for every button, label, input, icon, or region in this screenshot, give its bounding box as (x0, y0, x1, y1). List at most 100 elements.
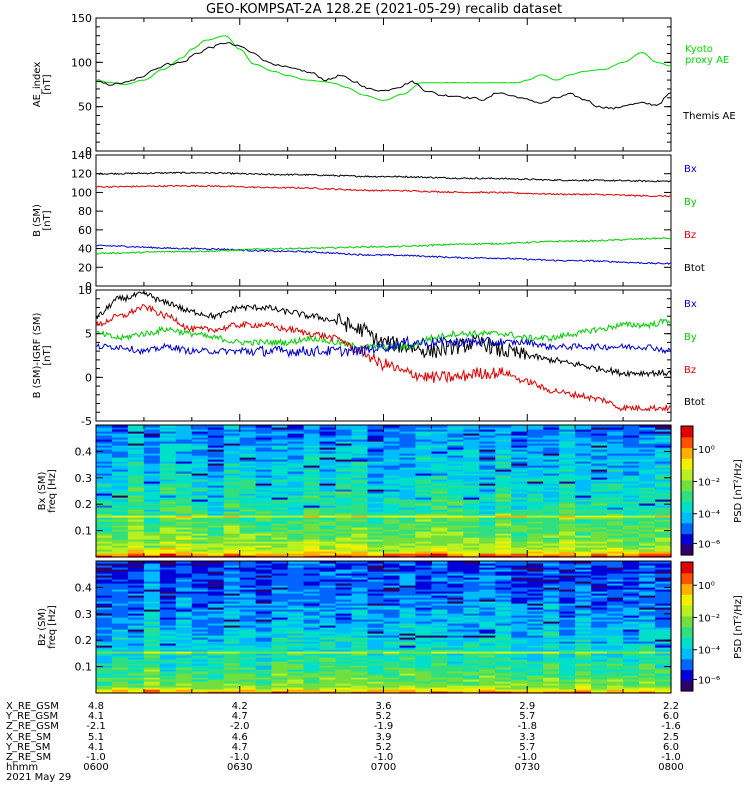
ae-panel-series-1 (95, 42, 672, 110)
bx-spectrogram-cell (575, 465, 592, 468)
bx-spectrogram-cell (511, 491, 528, 494)
bz-spectrogram-cell (143, 623, 161, 626)
bz-spectrogram-cell (495, 673, 512, 676)
bz-spectrogram-cell (255, 631, 273, 634)
bx-spectrogram-cell (255, 447, 273, 450)
bz-spectrogram-cell (623, 649, 640, 652)
bx-spectrogram-cell (559, 545, 576, 548)
bx-spectrogram-cell (543, 439, 560, 442)
bz-spectrogram-cell (351, 567, 369, 570)
bx-spectrogram-cell (495, 519, 512, 522)
bz-spectrogram-cell (319, 643, 337, 646)
bx-spectrogram-cell (111, 435, 129, 438)
bx-spectrogram-cell (319, 435, 337, 438)
bz-spectrogram-cell (543, 573, 560, 576)
bx-spectrogram-cell (447, 493, 464, 496)
bx-spectrogram-cell (351, 483, 369, 486)
bz-spectrogram-cell (175, 591, 193, 594)
bz-spectrogram-cell (607, 641, 624, 644)
bz-spectrogram-cell (431, 659, 448, 662)
bx-spectrogram-cell (463, 429, 480, 432)
bx-spectrogram-cell (559, 519, 576, 522)
bx-spectrogram-cell (111, 475, 129, 478)
bx-spectrogram-cell (335, 529, 353, 532)
bx-spectrogram-cell (655, 551, 672, 554)
bx-spectrogram-cell (207, 519, 225, 522)
bz-spectrogram-cell (479, 679, 496, 682)
bz-spectrogram-cell (96, 603, 113, 606)
bx-spectrogram-colorbar-cell (681, 443, 693, 446)
bx-spectrogram-cell (495, 501, 512, 504)
bx-spectrogram-cell (255, 457, 273, 460)
bz-spectrogram-cell (607, 567, 624, 570)
bz-spectrogram-cell (271, 625, 289, 628)
bx-spectrogram-cell (143, 489, 161, 492)
bz-spectrogram-cell (575, 677, 592, 680)
bx-spectrogram-cell (431, 545, 448, 548)
bz-spectrogram-cell (239, 651, 257, 654)
bz-spectrogram-cell (623, 595, 640, 598)
bz-spectrogram-cell (479, 579, 496, 582)
bx-spectrogram-cell (303, 489, 321, 492)
bx-spectrogram-cell (175, 537, 193, 540)
bx-spectrogram-cell (655, 517, 672, 520)
bz-spectrogram-cell (207, 573, 225, 576)
bz-spectrogram-cell (175, 687, 193, 690)
bz-spectrogram-cell (175, 633, 193, 636)
bz-spectrogram-cell (111, 593, 129, 596)
bz-spectrogram-cell (431, 589, 448, 592)
bz-spectrogram-cell (415, 585, 433, 588)
bz-spectrogram-cell (511, 667, 528, 670)
bz-spectrogram-cell (159, 685, 177, 688)
bz-spectrogram-cell (543, 571, 560, 574)
bx-spectrogram-cell (447, 525, 464, 528)
bx-spectrogram-cell (96, 485, 113, 488)
bz-spectrogram-cell (399, 677, 417, 680)
bz-spectrogram-cell (623, 637, 640, 640)
bz-spectrogram-cell (607, 601, 624, 604)
bx-spectrogram-cell (255, 463, 273, 466)
bx-spectrogram-cell (559, 517, 576, 520)
bz-spectrogram-cell (575, 673, 592, 676)
bz-spectrogram-cell (351, 621, 369, 624)
bx-spectrogram-cell (367, 539, 385, 542)
bz-spectrogram-cell (287, 679, 305, 682)
bz-spectrogram-cell (335, 561, 353, 564)
bz-spectrogram-cell (111, 587, 129, 590)
bz-spectrogram-cell (303, 561, 321, 564)
bx-spectrogram-cell (319, 523, 337, 526)
bx-spectrogram-cell (575, 475, 592, 478)
bz-spectrogram-cell (239, 591, 257, 594)
bz-spectrogram-cell (127, 589, 145, 592)
bz-spectrogram-cell (447, 609, 464, 612)
bz-spectrogram-cell (447, 687, 464, 690)
bx-spectrogram-cell (575, 507, 592, 510)
bz-spectrogram-cell (639, 689, 656, 692)
bz-spectrogram-cell (303, 663, 321, 666)
bz-spectrogram-cell (96, 681, 113, 684)
bx-spectrogram-cell (511, 441, 528, 444)
bx-spectrogram-cell (127, 437, 145, 440)
bz-spectrogram-cell (543, 629, 560, 632)
bz-spectrogram-cell (111, 589, 129, 592)
bz-spectrogram-cell (143, 637, 161, 640)
bx-spectrogram-cell (575, 551, 592, 554)
bx-spectrogram-cell (271, 545, 289, 548)
bx-spectrogram-cell (591, 529, 608, 532)
bx-spectrogram-cell (271, 513, 289, 516)
bx-spectrogram-cell (255, 465, 273, 468)
bx-spectrogram-cell (511, 501, 528, 504)
bz-spectrogram-cell (495, 683, 512, 686)
bx-spectrogram-cell (319, 487, 337, 490)
bz-spectrogram-cell (447, 591, 464, 594)
bx-spectrogram-cell (575, 473, 592, 476)
digrf-panel-ytick-label: -5 (81, 415, 92, 428)
bz-spectrogram-cell (383, 613, 401, 616)
bx-spectrogram-cell (335, 495, 353, 498)
bz-spectrogram-cell (607, 599, 624, 602)
bx-spectrogram-cell (479, 459, 496, 462)
bz-spectrogram-cell (399, 679, 417, 682)
bx-spectrogram-cell (127, 485, 145, 488)
bx-spectrogram-cell (159, 503, 177, 506)
bx-spectrogram-cell (607, 483, 624, 486)
